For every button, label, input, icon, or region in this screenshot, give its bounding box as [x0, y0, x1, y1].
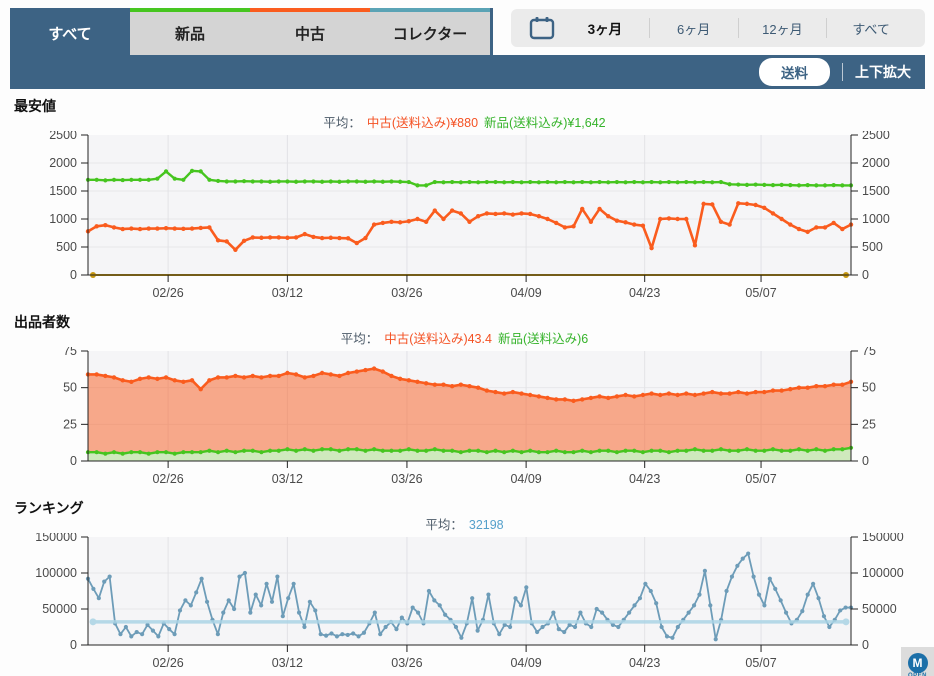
range-separator	[648, 18, 650, 38]
seller-count-averages: 平均： 中古(送料込み)43.4 新品(送料込み)6	[10, 331, 925, 347]
svg-text:2000: 2000	[49, 156, 77, 170]
svg-text:04/23: 04/23	[629, 656, 660, 670]
toolbar-separator	[842, 63, 843, 81]
chart-ranking: ランキング 平均： 32198 0 0 50000 50000 100000 100000 1…	[10, 499, 925, 675]
avg-used-price: 中古(送料込み)¥880	[366, 116, 479, 130]
tab-collector-accent	[370, 8, 490, 12]
tab-collector[interactable]: コレクター	[370, 8, 490, 55]
tab-used-label: 中古	[250, 12, 370, 55]
svg-text:1000: 1000	[49, 212, 77, 226]
svg-text:150000: 150000	[862, 533, 904, 544]
svg-text:1500: 1500	[49, 184, 77, 198]
svg-text:04/23: 04/23	[629, 286, 660, 300]
range-3m[interactable]: 3ヶ月	[561, 18, 649, 38]
chart-seller-count: 出品者数 平均： 中古(送料込み)43.4 新品(送料込み)6 0 0 25 25 50 50…	[10, 313, 925, 491]
chart-lowest-price: 最安値 平均： 中古(送料込み)¥880 新品(送料込み)¥1,642 0 0 500 5…	[10, 97, 925, 305]
tab-new[interactable]: 新品	[130, 8, 250, 55]
avg-new-price: 新品(送料込み)¥1,642	[484, 116, 606, 130]
svg-text:03/26: 03/26	[391, 656, 422, 670]
svg-text:04/09: 04/09	[510, 656, 541, 670]
svg-text:150000: 150000	[35, 533, 77, 544]
svg-text:25: 25	[862, 417, 876, 431]
avg-ranking-value: 32198	[468, 518, 504, 532]
avg-used-sellers: 中古(送料込み)43.4	[384, 332, 492, 346]
svg-text:75: 75	[862, 347, 876, 358]
svg-text:03/12: 03/12	[272, 472, 303, 486]
svg-text:25: 25	[63, 417, 77, 431]
svg-text:04/09: 04/09	[510, 286, 541, 300]
toolbar: 送料 上下拡大	[10, 55, 925, 89]
svg-text:50: 50	[63, 381, 77, 395]
price-tracker-panel: すべて 新品 中古 コレクター	[0, 8, 934, 676]
ranking-average: 平均： 32198	[10, 517, 925, 533]
tab-collector-label: コレクター	[370, 12, 490, 55]
svg-text:05/07: 05/07	[745, 656, 776, 670]
svg-text:1500: 1500	[862, 184, 890, 198]
badge-caption: OPEN	[907, 672, 927, 676]
svg-text:75: 75	[63, 347, 77, 358]
vertical-expand-toggle[interactable]: 上下拡大	[855, 64, 911, 80]
lowest-price-title: 最安値	[14, 98, 56, 114]
svg-text:02/26: 02/26	[152, 656, 183, 670]
seller-count-title: 出品者数	[14, 314, 70, 330]
svg-text:50000: 50000	[862, 602, 897, 616]
svg-text:03/12: 03/12	[272, 656, 303, 670]
svg-text:0: 0	[862, 638, 869, 652]
lowest-price-plot[interactable]: 0 0 500 500 1000 1000 1500 1500 2000 2000 2500 2500…	[10, 131, 925, 305]
tab-all-label: すべて	[48, 26, 92, 43]
range-selector: 3ヶ月 6ヶ月 12ヶ月 すべて	[511, 9, 925, 47]
svg-text:03/12: 03/12	[272, 286, 303, 300]
avg-new-sellers: 新品(送料込み)6	[497, 332, 589, 346]
svg-text:04/23: 04/23	[629, 472, 660, 486]
svg-text:02/26: 02/26	[152, 472, 183, 486]
svg-text:100000: 100000	[862, 566, 904, 580]
avg-label: 平均：	[425, 518, 463, 532]
range-separator	[826, 18, 828, 38]
tab-all[interactable]: すべて	[10, 8, 130, 55]
tab-used-accent	[250, 8, 370, 12]
badge-logo-icon: M	[907, 652, 928, 673]
svg-text:50: 50	[862, 381, 876, 395]
lowest-price-averages: 平均： 中古(送料込み)¥880 新品(送料込み)¥1,642	[10, 115, 925, 131]
range-12m[interactable]: 12ヶ月	[739, 19, 827, 38]
svg-text:50000: 50000	[42, 602, 77, 616]
svg-text:2500: 2500	[862, 131, 890, 142]
svg-text:0: 0	[70, 638, 77, 652]
svg-text:2000: 2000	[862, 156, 890, 170]
ranking-plot[interactable]: 0 0 50000 50000 100000 100000 150000 150000 02/2…	[10, 533, 925, 675]
svg-text:04/09: 04/09	[510, 472, 541, 486]
svg-text:05/07: 05/07	[745, 472, 776, 486]
svg-text:100000: 100000	[35, 566, 77, 580]
tab-new-accent	[130, 8, 250, 12]
svg-text:500: 500	[56, 240, 77, 254]
tab-new-label: 新品	[130, 12, 250, 55]
svg-text:0: 0	[70, 454, 77, 468]
condition-tabs: すべて 新品 中古 コレクター	[10, 8, 493, 55]
calendar-icon[interactable]	[529, 16, 555, 40]
tab-used[interactable]: 中古	[250, 8, 370, 55]
svg-text:03/26: 03/26	[391, 286, 422, 300]
svg-text:2500: 2500	[49, 131, 77, 142]
svg-text:500: 500	[862, 240, 883, 254]
svg-text:05/07: 05/07	[745, 286, 776, 300]
charts-section: 最安値 平均： 中古(送料込み)¥880 新品(送料込み)¥1,642 0 0 500 5…	[10, 97, 925, 675]
avg-label: 平均：	[340, 332, 379, 346]
ranking-title: ランキング	[14, 500, 84, 516]
header: すべて 新品 中古 コレクター	[10, 8, 925, 89]
svg-text:1000: 1000	[862, 212, 890, 226]
range-all[interactable]: すべて	[827, 19, 915, 38]
svg-text:02/26: 02/26	[152, 286, 183, 300]
svg-text:03/26: 03/26	[391, 472, 422, 486]
svg-text:0: 0	[70, 268, 77, 282]
seller-count-plot[interactable]: 0 0 25 25 50 50 75 75 02/26 03/12 03/26 04/09 04/23 0…	[10, 347, 925, 491]
corner-badge[interactable]: M OPEN	[901, 647, 934, 676]
range-separator	[737, 18, 739, 38]
range-6m[interactable]: 6ヶ月	[650, 19, 738, 38]
svg-text:0: 0	[862, 268, 869, 282]
svg-text:0: 0	[862, 454, 869, 468]
avg-label: 平均：	[323, 116, 361, 130]
shipping-toggle[interactable]: 送料	[759, 58, 830, 86]
